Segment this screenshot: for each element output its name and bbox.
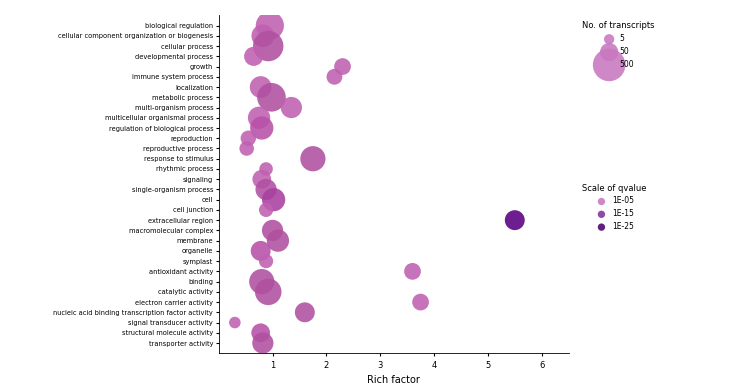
Point bbox=[272, 238, 284, 244]
Legend: 1E-05, 1E-15, 1E-25: 1E-05, 1E-15, 1E-25 bbox=[580, 181, 649, 233]
Point bbox=[248, 53, 260, 60]
Point bbox=[257, 33, 269, 39]
Point bbox=[415, 299, 426, 305]
Point bbox=[268, 197, 279, 203]
Point bbox=[286, 104, 297, 111]
Point bbox=[265, 94, 277, 100]
Point bbox=[407, 268, 418, 275]
Point bbox=[241, 146, 252, 152]
Point bbox=[255, 84, 267, 90]
Point bbox=[257, 340, 269, 346]
Point bbox=[307, 156, 319, 162]
Point bbox=[229, 319, 241, 326]
Point bbox=[260, 207, 272, 213]
Point bbox=[260, 186, 272, 192]
Point bbox=[299, 309, 311, 315]
Point bbox=[262, 43, 274, 49]
Point bbox=[337, 63, 348, 70]
Point bbox=[243, 135, 254, 141]
Point bbox=[509, 217, 521, 223]
Point bbox=[329, 74, 340, 80]
Point bbox=[256, 125, 268, 131]
Point bbox=[256, 176, 268, 182]
Point bbox=[267, 227, 278, 233]
Point bbox=[255, 330, 267, 336]
Point bbox=[264, 23, 276, 29]
Point bbox=[262, 289, 274, 295]
Point bbox=[260, 166, 272, 172]
Point bbox=[253, 115, 265, 121]
X-axis label: Rich factor: Rich factor bbox=[367, 376, 420, 384]
Point bbox=[256, 278, 268, 285]
Point bbox=[260, 258, 272, 264]
Point bbox=[255, 248, 267, 254]
